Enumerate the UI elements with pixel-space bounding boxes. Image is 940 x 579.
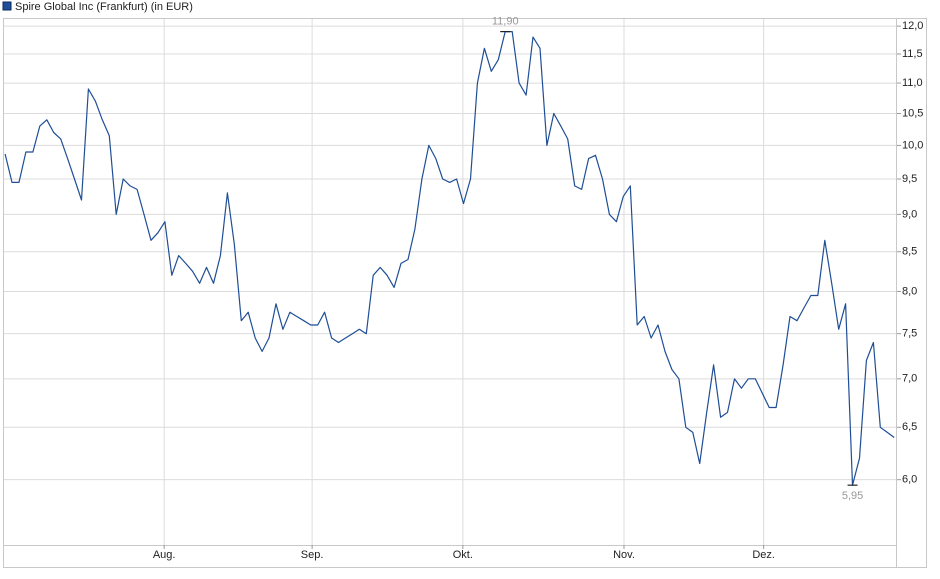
y-tick-label: 9,5 [902, 173, 917, 185]
price-line [4, 31, 895, 486]
y-tick-label: 11,5 [902, 48, 923, 60]
y-tick-label: 10,5 [902, 107, 923, 119]
y-tick-label: 8,0 [902, 285, 917, 297]
x-tick-label: Dez. [752, 549, 775, 561]
y-tick-label: 11,0 [902, 77, 923, 89]
y-tick-label: 7,0 [902, 373, 917, 385]
annotation-label: 5,95 [842, 490, 863, 502]
y-tick-label: 10,0 [902, 139, 923, 151]
y-tick-label: 6,0 [902, 474, 917, 486]
grid [3, 18, 897, 545]
legend: Spire Global Inc (Frankfurt) (in EUR) [2, 1, 193, 13]
y-axis-frame [896, 18, 927, 568]
x-tick-label: Sep. [301, 549, 324, 561]
y-tick-label: 9,0 [902, 208, 917, 220]
legend-swatch [2, 1, 12, 11]
x-tick-label: Aug. [153, 549, 176, 561]
y-tick-label: 12,0 [902, 20, 923, 32]
legend-label: Spire Global Inc (Frankfurt) (in EUR) [15, 1, 193, 13]
y-tick-label: 8,5 [902, 246, 917, 258]
x-tick-label: Nov. [613, 549, 635, 561]
annotation-label: 11,90 [492, 16, 519, 28]
y-tick-label: 6,5 [902, 421, 917, 433]
x-tick-label: Okt. [453, 549, 473, 561]
y-tick-label: 7,5 [902, 328, 917, 340]
